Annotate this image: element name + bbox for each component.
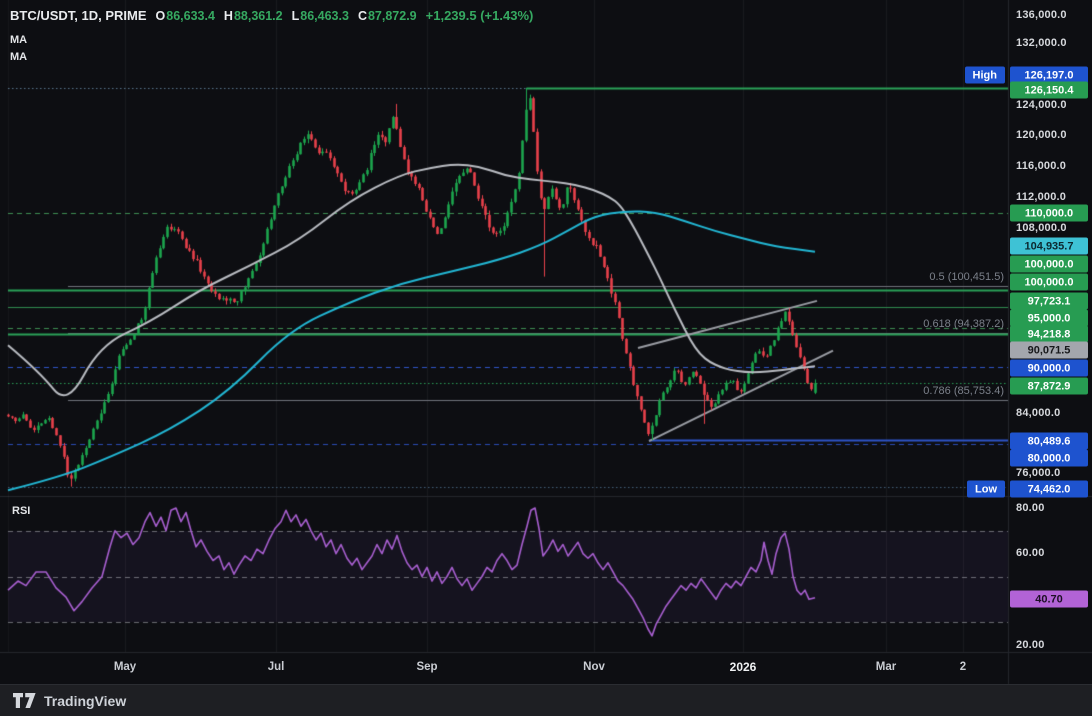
open-label: O — [155, 9, 166, 23]
time-axis-label: 2 — [959, 661, 967, 673]
price-tick-label: 132,000.0 — [1016, 37, 1067, 49]
price-badge-green: 100,000.0 — [1010, 273, 1088, 291]
time-axis-label: Jul — [267, 661, 285, 673]
price-tick-label: 136,000.0 — [1016, 9, 1067, 21]
price-tick-label: 84,000.0 — [1016, 407, 1061, 419]
high-value: 88,361.2 — [233, 9, 283, 23]
price-badge-blue: 80,000.0 — [1010, 449, 1088, 467]
high-label: H — [223, 9, 233, 23]
price-tick-label: 116,000.0 — [1016, 160, 1067, 172]
time-axis-label: Mar — [875, 661, 897, 673]
low-label: L — [291, 9, 300, 23]
price-badge-green: 94,218.8 — [1010, 325, 1088, 343]
price-badge-blue: 126,197.0 — [1010, 66, 1088, 84]
price-badge-green: 100,000.0 — [1010, 255, 1088, 273]
price-tick-label: 112,000.0 — [1016, 191, 1067, 203]
symbol-legend: BTC/USDT, 1D, PRIME O 86,633.4 H 88,361.2 … — [10, 8, 533, 23]
close-value: 87,872.9 — [367, 9, 417, 23]
time-axis-label: May — [113, 661, 137, 673]
ma-indicator-label-1: MA — [10, 34, 28, 46]
rsi-value-badge: 40.70 — [1010, 590, 1088, 608]
price-badge-green: 95,000.0 — [1010, 309, 1088, 327]
ma-indicator-label-2: MA — [10, 51, 28, 63]
price-badge-blue: 74,462.0 — [1010, 480, 1088, 498]
price-badge-green: 97,723.1 — [1010, 292, 1088, 310]
price-tick-label: 76,000.0 — [1016, 467, 1061, 479]
time-axis-label: Sep — [416, 661, 438, 673]
bottom-toolbar: TradingView — [0, 684, 1092, 716]
tradingview-logo-icon[interactable] — [13, 693, 36, 708]
price-badge-blue: 80,489.6 — [1010, 432, 1088, 450]
low-marker-label: Low — [967, 480, 1005, 498]
rsi-tick-label: 20.00 — [1016, 639, 1045, 651]
high-marker-label: High — [964, 66, 1005, 84]
price-tick-label: 124,000.0 — [1016, 99, 1067, 111]
rsi-tick-label: 80.00 — [1016, 502, 1045, 514]
fib-level-label: 0.618 (94,387.2) — [923, 317, 1004, 330]
low-value: 86,463.3 — [300, 9, 349, 23]
price-tick-label: 108,000.0 — [1016, 222, 1067, 234]
price-badge-blue: 90,000.0 — [1010, 359, 1088, 377]
tradingview-brand-text[interactable]: TradingView — [44, 692, 127, 709]
time-axis-label: Nov — [583, 661, 605, 673]
time-axis-label: 2026 — [729, 660, 757, 674]
close-label: C — [357, 9, 367, 23]
rsi-indicator-label: RSI — [12, 505, 31, 517]
open-value: 86,633.4 — [166, 9, 215, 23]
change-value: +1,239.5 (+1.43%) — [425, 8, 534, 23]
price-tick-label: 120,000.0 — [1016, 129, 1067, 141]
price-badge-green: 126,150.4 — [1010, 81, 1088, 99]
price-badge-green: 87,872.9 — [1010, 377, 1088, 395]
fib-level-label: 0.786 (85,753.4) — [923, 384, 1004, 397]
symbol-title: BTC/USDT, 1D, PRIME — [10, 8, 147, 23]
fib-level-label: 0.5 (100,451.5) — [929, 271, 1004, 284]
price-badge-gray: 90,071.5 — [1010, 341, 1088, 359]
price-badge-cyan: 104,935.7 — [1010, 237, 1088, 255]
price-axis[interactable]: 136,000.0 132,000.0 124,000.0 120,000.0 116,… — [1009, 0, 1092, 684]
rsi-tick-label: 60.00 — [1016, 547, 1045, 559]
price-badge-green: 110,000.0 — [1010, 204, 1088, 222]
